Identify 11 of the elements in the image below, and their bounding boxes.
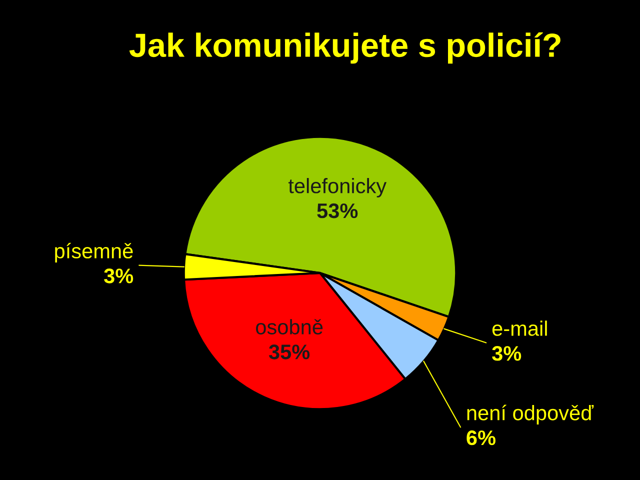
slice-label: osobně bbox=[256, 319, 323, 334]
slice-label: není odpověď bbox=[467, 404, 594, 424]
slice-label: telefonicky bbox=[288, 178, 387, 198]
data-label: 6% bbox=[466, 430, 496, 446]
data-label: 3% bbox=[492, 346, 522, 361]
chart-title: Jak komunikujete s policií? bbox=[129, 32, 560, 64]
data-label: 53% bbox=[317, 203, 358, 218]
data-label: 3% bbox=[104, 268, 134, 284]
data-label: 35% bbox=[268, 344, 310, 360]
slice-label: e-mail bbox=[492, 320, 547, 336]
slice-label: písemně bbox=[55, 242, 133, 263]
